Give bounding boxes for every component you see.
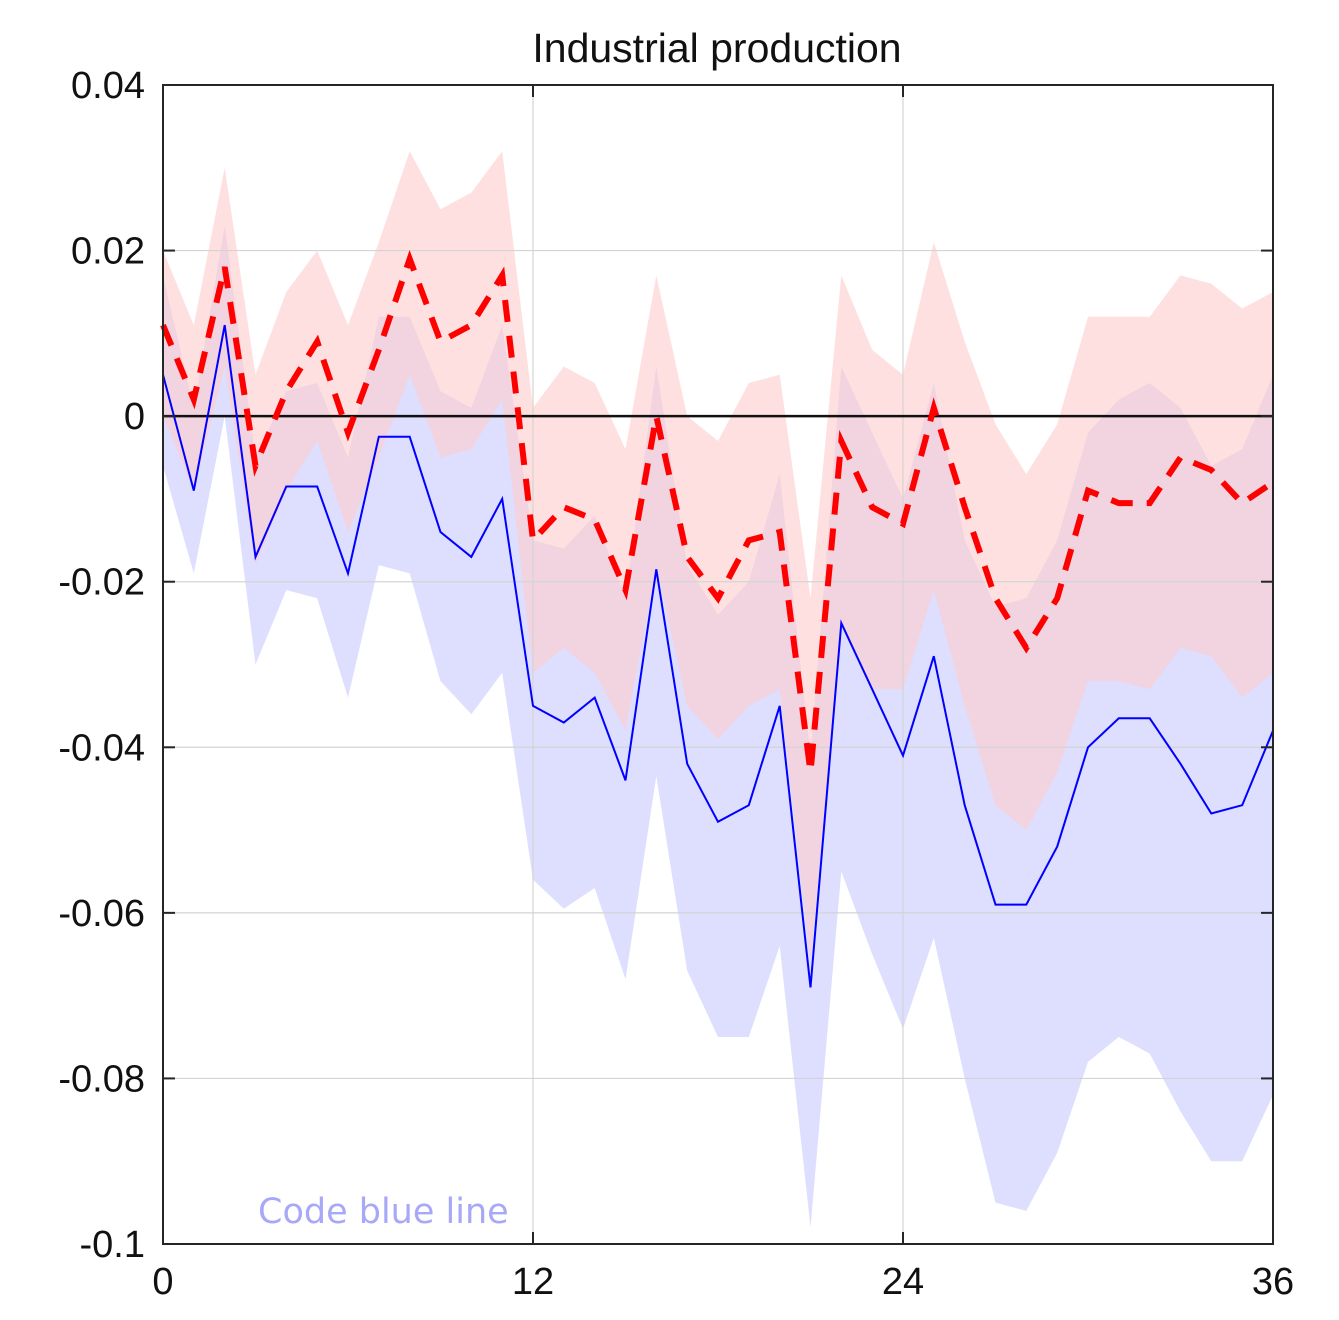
- axes-frame: [162, 84, 1274, 1245]
- y-tick-label-0: 0.04: [71, 65, 145, 107]
- y-tick-label-2: 0: [124, 396, 145, 438]
- confidence-bands: [163, 151, 1273, 1228]
- tick-marks: [162, 84, 1274, 1245]
- confidence-band-1: [163, 151, 1273, 963]
- y-tick-label-3: -0.02: [58, 562, 145, 604]
- x-tick-label-3: 36: [1252, 1261, 1294, 1303]
- x-tick-label-2: 24: [882, 1261, 924, 1303]
- y-tick-label-6: -0.08: [58, 1058, 145, 1100]
- annotation-label: Code blue line: [258, 1192, 509, 1232]
- series-line-1: [160, 249, 1275, 773]
- y-tick-label-1: 0.02: [71, 231, 145, 273]
- series-lines: [160, 249, 1275, 988]
- series-line-0: [162, 324, 1274, 988]
- x-tick-label-1: 12: [512, 1261, 554, 1303]
- y-tick-label-4: -0.04: [58, 727, 145, 769]
- x-tick-label-0: 0: [152, 1261, 173, 1303]
- plot-frame: [162, 84, 1274, 1245]
- y-tick-label-7: -0.1: [80, 1224, 145, 1266]
- chart-title: Industrial production: [532, 25, 901, 71]
- y-tick-label-5: -0.06: [58, 893, 145, 935]
- tick-labels: 0 12 24 36 0.04 0.02 0 -0.02 -0.04 -0.06 -0.08 -0.1: [58, 65, 1294, 1303]
